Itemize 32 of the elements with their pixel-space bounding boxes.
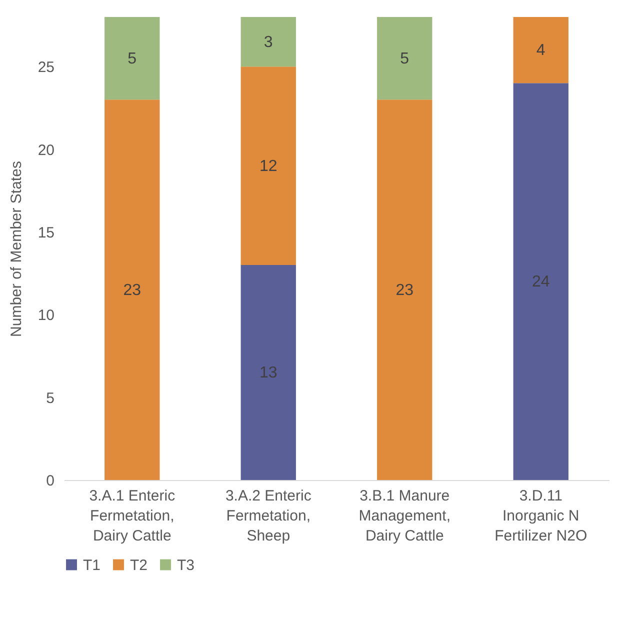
- data-label: 12: [259, 158, 278, 175]
- bar: [377, 100, 432, 480]
- x-tick-label: 3.B.1 Manure Management, Dairy Cattle: [358, 488, 450, 544]
- bar: [240, 66, 296, 266]
- bar: [377, 17, 432, 100]
- y-tick-label: 5: [46, 390, 54, 407]
- data-label: 23: [123, 282, 142, 299]
- bar: [104, 17, 160, 100]
- y-tick-label: 25: [38, 59, 54, 76]
- y-tick-label: 20: [38, 142, 54, 159]
- y-tick-label: 0: [46, 472, 54, 490]
- bar: [104, 100, 160, 480]
- legend-label: T1: [83, 556, 101, 574]
- data-label: 3: [264, 34, 273, 51]
- data-label: 4: [536, 42, 546, 60]
- bar: [240, 265, 296, 480]
- data-label: 13: [259, 364, 278, 382]
- y-tick-label: 10: [38, 307, 54, 324]
- data-label: 24: [532, 274, 550, 291]
- x-tick-label: 3.D.11 Inorganic N Fertilizer N2O: [494, 488, 588, 544]
- bar: [240, 17, 296, 67]
- y-axis-title: Number of Member States: [8, 161, 25, 337]
- bar: [513, 83, 568, 480]
- data-label: 5: [400, 50, 410, 68]
- y-tick-label: 15: [38, 224, 54, 242]
- data-label: 5: [128, 50, 137, 68]
- legend-label: T2: [130, 556, 148, 574]
- x-tick-label: 3.A.2 Enteric Fermetation, Sheep: [225, 488, 312, 544]
- bar: [513, 17, 568, 84]
- legend-label: T3: [177, 556, 195, 574]
- data-label: 23: [396, 282, 414, 299]
- x-tick-label: 3.A.1 Enteric Fermetation, Dairy Cattle: [89, 488, 176, 544]
